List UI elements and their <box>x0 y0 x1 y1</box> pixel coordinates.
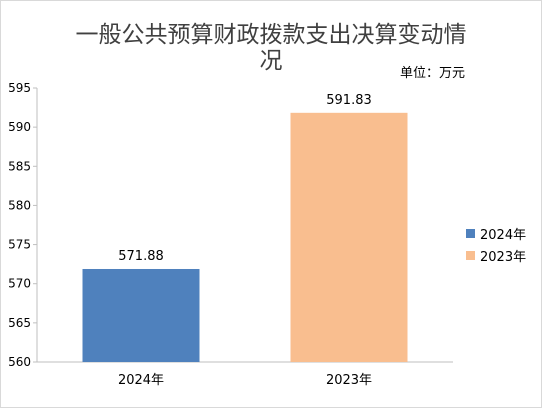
y-tick-label: 570 <box>8 277 31 291</box>
unit-label: 单位：万元 <box>400 66 466 81</box>
legend-label: 2024年 <box>480 228 527 243</box>
legend-swatch <box>466 229 475 238</box>
y-tick-label: 580 <box>8 198 31 212</box>
x-tick-label: 2024年 <box>118 373 164 388</box>
legend-item-2023: 2023年 <box>466 246 526 265</box>
y-tick-label: 590 <box>8 120 31 134</box>
chart-title-line-1: 一般公共预算财政拨款支出决算变动情 <box>75 22 467 48</box>
y-tick-label: 560 <box>8 355 31 369</box>
legend-item-2024: 2024年 <box>466 224 526 243</box>
chart-title-line-2: 况 <box>259 48 283 74</box>
bar-2023年 <box>290 112 408 362</box>
y-tick-label: 565 <box>8 316 31 330</box>
data-label: 591.83 <box>326 93 372 108</box>
legend-label: 2023年 <box>480 250 527 265</box>
data-label: 571.88 <box>118 249 164 264</box>
bar-2024年 <box>82 268 200 362</box>
y-tick-label: 595 <box>8 81 31 95</box>
y-tick-label: 585 <box>8 159 31 173</box>
legend-swatch <box>466 251 475 260</box>
x-tick-label: 2023年 <box>326 373 372 388</box>
y-tick-label: 575 <box>8 238 31 252</box>
